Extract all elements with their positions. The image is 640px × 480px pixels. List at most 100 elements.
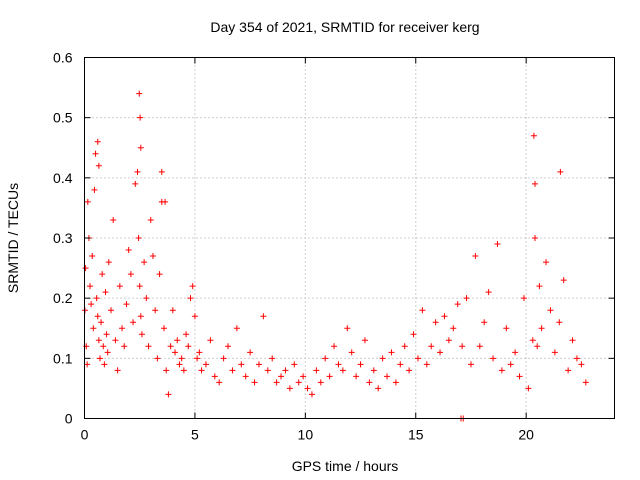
data-point <box>137 144 144 151</box>
data-point <box>156 271 163 278</box>
data-point <box>94 138 101 145</box>
data-point <box>264 367 271 374</box>
data-point <box>291 361 298 368</box>
data-point <box>98 319 105 326</box>
data-point <box>138 331 145 338</box>
data-point <box>532 180 538 187</box>
x-tick-label: 15 <box>408 427 424 443</box>
data-points <box>81 90 589 422</box>
data-point <box>242 373 249 380</box>
data-point <box>233 325 240 332</box>
data-point <box>463 295 470 302</box>
data-point <box>136 90 143 97</box>
data-point <box>176 361 183 368</box>
data-point <box>547 307 554 314</box>
data-point <box>304 385 311 392</box>
data-point <box>134 168 141 175</box>
data-point <box>149 253 156 260</box>
data-point <box>317 379 324 386</box>
data-point <box>525 385 532 392</box>
data-point <box>406 367 413 374</box>
x-tick-label: 10 <box>298 427 314 443</box>
data-point <box>130 319 137 326</box>
axis-ticks: 0 0.1 0.2 0.3 0.4 0.5 0.6 0 5 10 15 20 <box>53 50 615 443</box>
data-point <box>322 355 329 362</box>
y-tick-label: 0.2 <box>53 290 73 306</box>
data-point <box>520 295 527 302</box>
data-point <box>145 343 152 350</box>
data-point <box>110 216 117 223</box>
data-point <box>116 283 123 290</box>
data-point <box>119 325 126 332</box>
data-point <box>95 337 102 344</box>
y-tick-label: 0.1 <box>53 350 73 366</box>
data-point <box>162 198 169 205</box>
data-point <box>84 361 91 368</box>
data-point <box>366 379 373 386</box>
data-point <box>467 361 474 368</box>
x-tick-label: 20 <box>518 427 534 443</box>
data-point <box>196 349 203 356</box>
data-point <box>419 307 426 314</box>
data-point <box>481 319 488 326</box>
data-point <box>225 343 232 350</box>
data-point <box>104 349 111 356</box>
data-point <box>353 373 360 380</box>
data-point <box>185 343 192 350</box>
data-point <box>247 349 254 356</box>
data-point <box>361 337 368 344</box>
data-point <box>94 313 101 320</box>
data-point <box>282 367 289 374</box>
data-point <box>331 343 338 350</box>
data-point <box>278 373 285 380</box>
data-point <box>414 355 421 362</box>
data-point <box>178 355 185 362</box>
data-point <box>165 391 172 398</box>
data-point <box>167 343 174 350</box>
data-point <box>269 355 276 362</box>
data-point <box>92 150 99 157</box>
y-tick-label: 0.3 <box>53 230 73 246</box>
data-point <box>459 343 466 350</box>
data-point <box>260 313 267 320</box>
data-point <box>88 301 95 308</box>
data-point <box>313 367 320 374</box>
data-point <box>211 373 218 380</box>
data-point <box>136 283 143 290</box>
data-point <box>530 132 537 139</box>
data-point <box>163 367 170 374</box>
data-point <box>169 307 176 314</box>
data-point <box>512 349 519 356</box>
data-point <box>82 265 89 272</box>
data-point <box>286 385 293 392</box>
data-point <box>251 379 258 386</box>
data-point <box>207 337 214 344</box>
data-point <box>127 271 134 278</box>
data-point <box>498 367 505 374</box>
data-point <box>198 367 205 374</box>
data-point <box>152 307 159 314</box>
data-point <box>485 289 492 296</box>
data-point <box>90 325 97 332</box>
data-point <box>432 319 439 326</box>
data-point <box>357 361 364 368</box>
data-point <box>450 325 457 332</box>
data-point <box>582 379 589 386</box>
data-point <box>102 289 109 296</box>
data-point <box>534 343 541 350</box>
data-point <box>238 361 245 368</box>
data-point <box>114 367 121 374</box>
data-point <box>141 259 148 266</box>
data-point <box>569 337 576 344</box>
data-point <box>216 379 223 386</box>
data-point <box>123 301 130 308</box>
y-axis-title: SRMTID / TECUs <box>5 183 21 293</box>
data-point <box>194 355 201 362</box>
data-point <box>565 367 572 374</box>
data-point <box>494 241 501 248</box>
data-point <box>573 355 580 362</box>
data-point <box>132 180 139 187</box>
data-point <box>326 373 333 380</box>
data-point <box>454 301 461 308</box>
